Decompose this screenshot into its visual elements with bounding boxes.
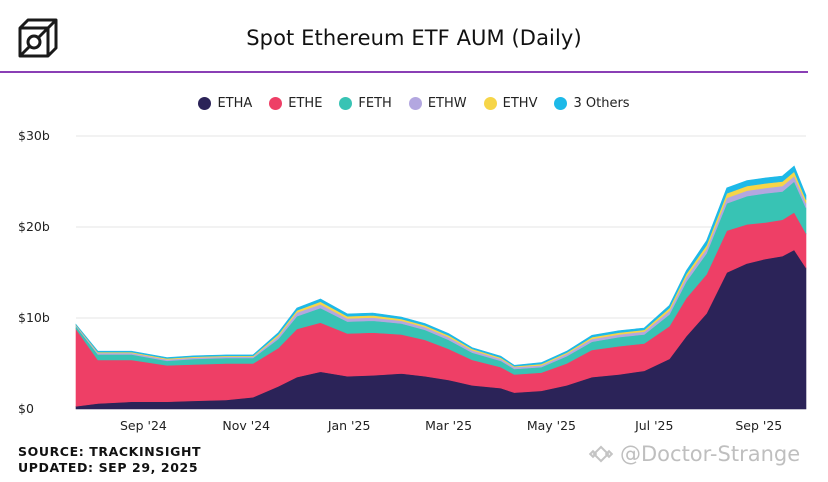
x-tick-label: Mar '25 <box>425 418 472 433</box>
header: Spot Ethereum ETF AUM (Daily) <box>0 0 828 74</box>
legend-swatch <box>554 97 568 110</box>
source-label: SOURCE: TRACKINSIGHT <box>18 444 202 459</box>
y-tick-label: $30b <box>18 128 50 143</box>
legend-label: ETHW <box>427 96 467 111</box>
chart-legend: ETHA ETHE FETH ETHW ETHV 3 Others <box>0 96 828 111</box>
legend-label: ETHE <box>288 96 323 111</box>
cube-icon <box>18 18 58 58</box>
source-footer: SOURCE: TRACKINSIGHT UPDATED: SEP 29, 20… <box>18 444 201 476</box>
legend-swatch <box>269 97 283 110</box>
x-tick-label: Jul '25 <box>634 418 673 433</box>
watermark: @Doctor-Strange <box>588 441 800 467</box>
legend-item-ethw: ETHW <box>408 96 467 111</box>
legend-swatch <box>339 97 353 110</box>
x-tick-label: Nov '24 <box>222 418 270 433</box>
chart-area: $0 $10b $20b $30b Sep '24 Nov '24 Jan '25 Mar '… <box>18 128 807 433</box>
legend-item-ethe: ETHE <box>269 96 322 111</box>
y-tick-label: $20b <box>18 219 50 234</box>
y-tick-label: $0 <box>18 401 34 416</box>
x-tick-label: May '25 <box>527 418 576 433</box>
x-tick-label: Sep '25 <box>735 418 782 433</box>
legend-swatch <box>198 97 212 110</box>
y-tick-label: $10b <box>18 310 50 325</box>
legend-label: 3 Others <box>573 96 630 111</box>
updated-label: UPDATED: SEP 29, 2025 <box>18 460 199 475</box>
legend-label: FETH <box>358 96 392 111</box>
x-tick-label: Sep '24 <box>120 418 167 433</box>
legend-item-3-others: 3 Others <box>554 96 630 111</box>
legend-label: ETHA <box>217 96 253 111</box>
legend-label: ETHV <box>502 96 538 111</box>
binance-diamond-icon <box>588 445 614 463</box>
legend-item-ethv: ETHV <box>483 96 538 111</box>
series-area-3-others <box>75 165 807 367</box>
legend-swatch <box>408 97 422 110</box>
title-divider <box>0 71 808 73</box>
legend-item-etha: ETHA <box>198 96 252 111</box>
legend-item-feth: FETH <box>339 96 392 111</box>
legend-swatch <box>483 97 497 110</box>
watermark-text: @Doctor-Strange <box>620 442 801 466</box>
page-title: Spot Ethereum ETF AUM (Daily) <box>246 26 582 50</box>
x-tick-label: Jan '25 <box>327 418 371 433</box>
